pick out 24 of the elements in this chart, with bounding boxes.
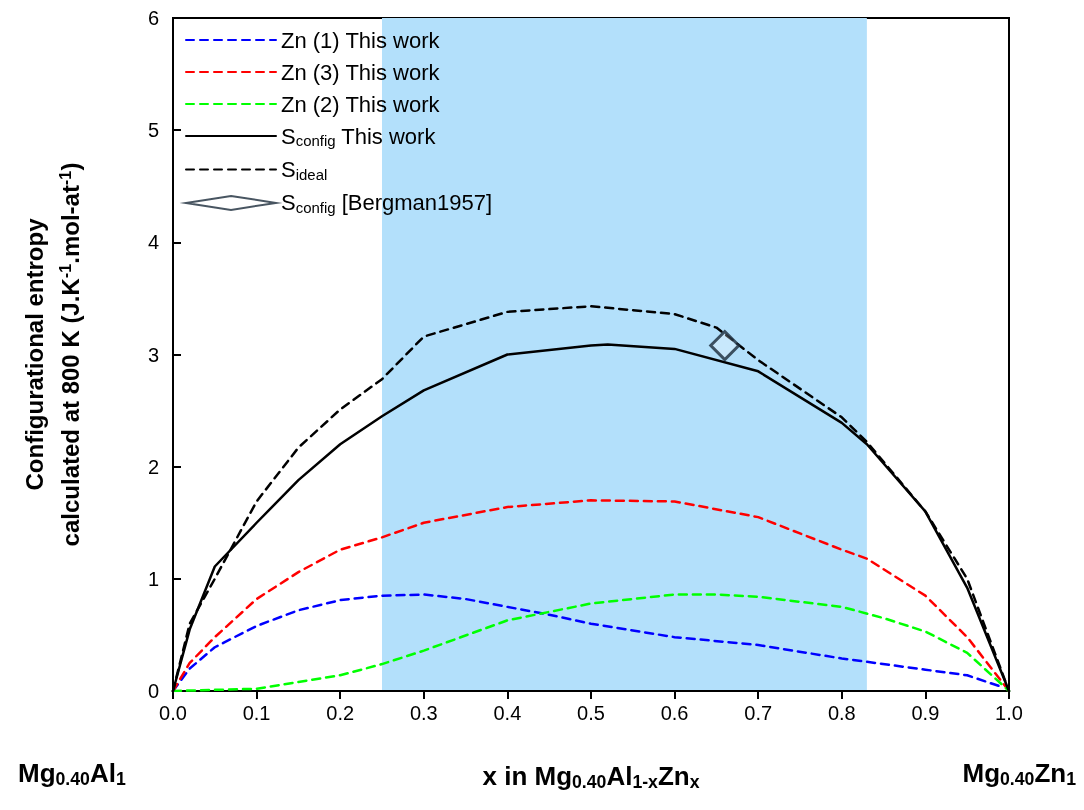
text: Mg0.40Al1 (18, 758, 126, 789)
x-tick-label: 0.2 (326, 702, 355, 724)
y-tick-label: 6 (147, 7, 159, 29)
x-tick-label: 0.9 (911, 702, 940, 724)
x-tick-label: 0.4 (493, 702, 522, 724)
text: Mg0.40Zn1 (962, 758, 1077, 789)
y-tick-label: 0 (147, 680, 159, 702)
x-tick-label: 1.0 (995, 702, 1023, 724)
x-axis-title: x in Mg0.40Al1-xZnx (482, 760, 700, 792)
x-tick-label: 0.6 (660, 702, 689, 724)
y-tick-label: 2 (147, 455, 159, 478)
legend-label: Zn (2) This work (281, 91, 441, 117)
x-tick-label: 0.3 (409, 702, 438, 724)
x-tick-label: 0.1 (242, 702, 271, 724)
y-tick-label: 5 (147, 119, 159, 142)
y-tick-label: 4 (147, 231, 159, 254)
legend-label: Zn (1) This work (281, 27, 441, 53)
x-tick-label: 0.7 (744, 702, 773, 724)
x-tick-label: 0.5 (577, 702, 605, 724)
x-tick-label: 0.8 (827, 702, 856, 724)
x-tick-label: 0.0 (159, 702, 187, 724)
y-tick-label: 3 (147, 343, 159, 366)
y-tick-label: 1 (147, 567, 159, 590)
legend-label: Zn (3) This work (281, 59, 441, 85)
